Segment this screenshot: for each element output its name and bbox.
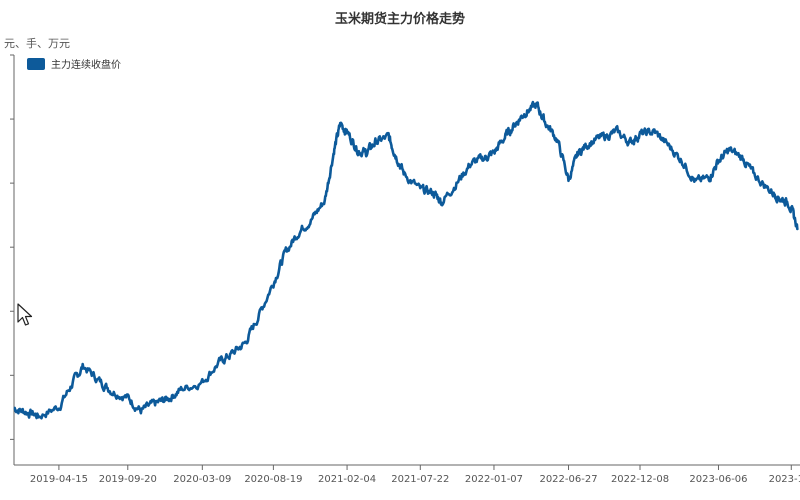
x-tick-label: 2021-07-22 bbox=[391, 474, 449, 485]
legend-swatch bbox=[27, 57, 45, 70]
x-tick-label: 2019-04-15 bbox=[30, 474, 88, 485]
x-tick-label: 2021-02-04 bbox=[318, 474, 376, 485]
legend[interactable]: 主力连续收盘价 bbox=[27, 56, 121, 71]
x-tick-label: 2022-06-27 bbox=[539, 474, 597, 485]
unit-label: 元、手、万元 bbox=[4, 37, 70, 50]
mouse-cursor-icon bbox=[17, 303, 33, 326]
x-tick-label: 2023-11- bbox=[769, 474, 800, 485]
x-tick-label: 2023-06-06 bbox=[689, 474, 747, 485]
x-tick-label: 2022-12-08 bbox=[611, 474, 669, 485]
legend-label: 主力连续收盘价 bbox=[51, 60, 121, 71]
series-line bbox=[13, 100, 799, 420]
x-tick-label: 2022-01-07 bbox=[465, 474, 523, 485]
x-tick-label: 2020-03-09 bbox=[173, 474, 231, 485]
chart-title: 玉米期货主力价格走势 bbox=[334, 12, 465, 27]
x-tick-label: 2020-08-19 bbox=[244, 474, 302, 485]
x-tick-label: 2019-09-20 bbox=[99, 474, 157, 485]
